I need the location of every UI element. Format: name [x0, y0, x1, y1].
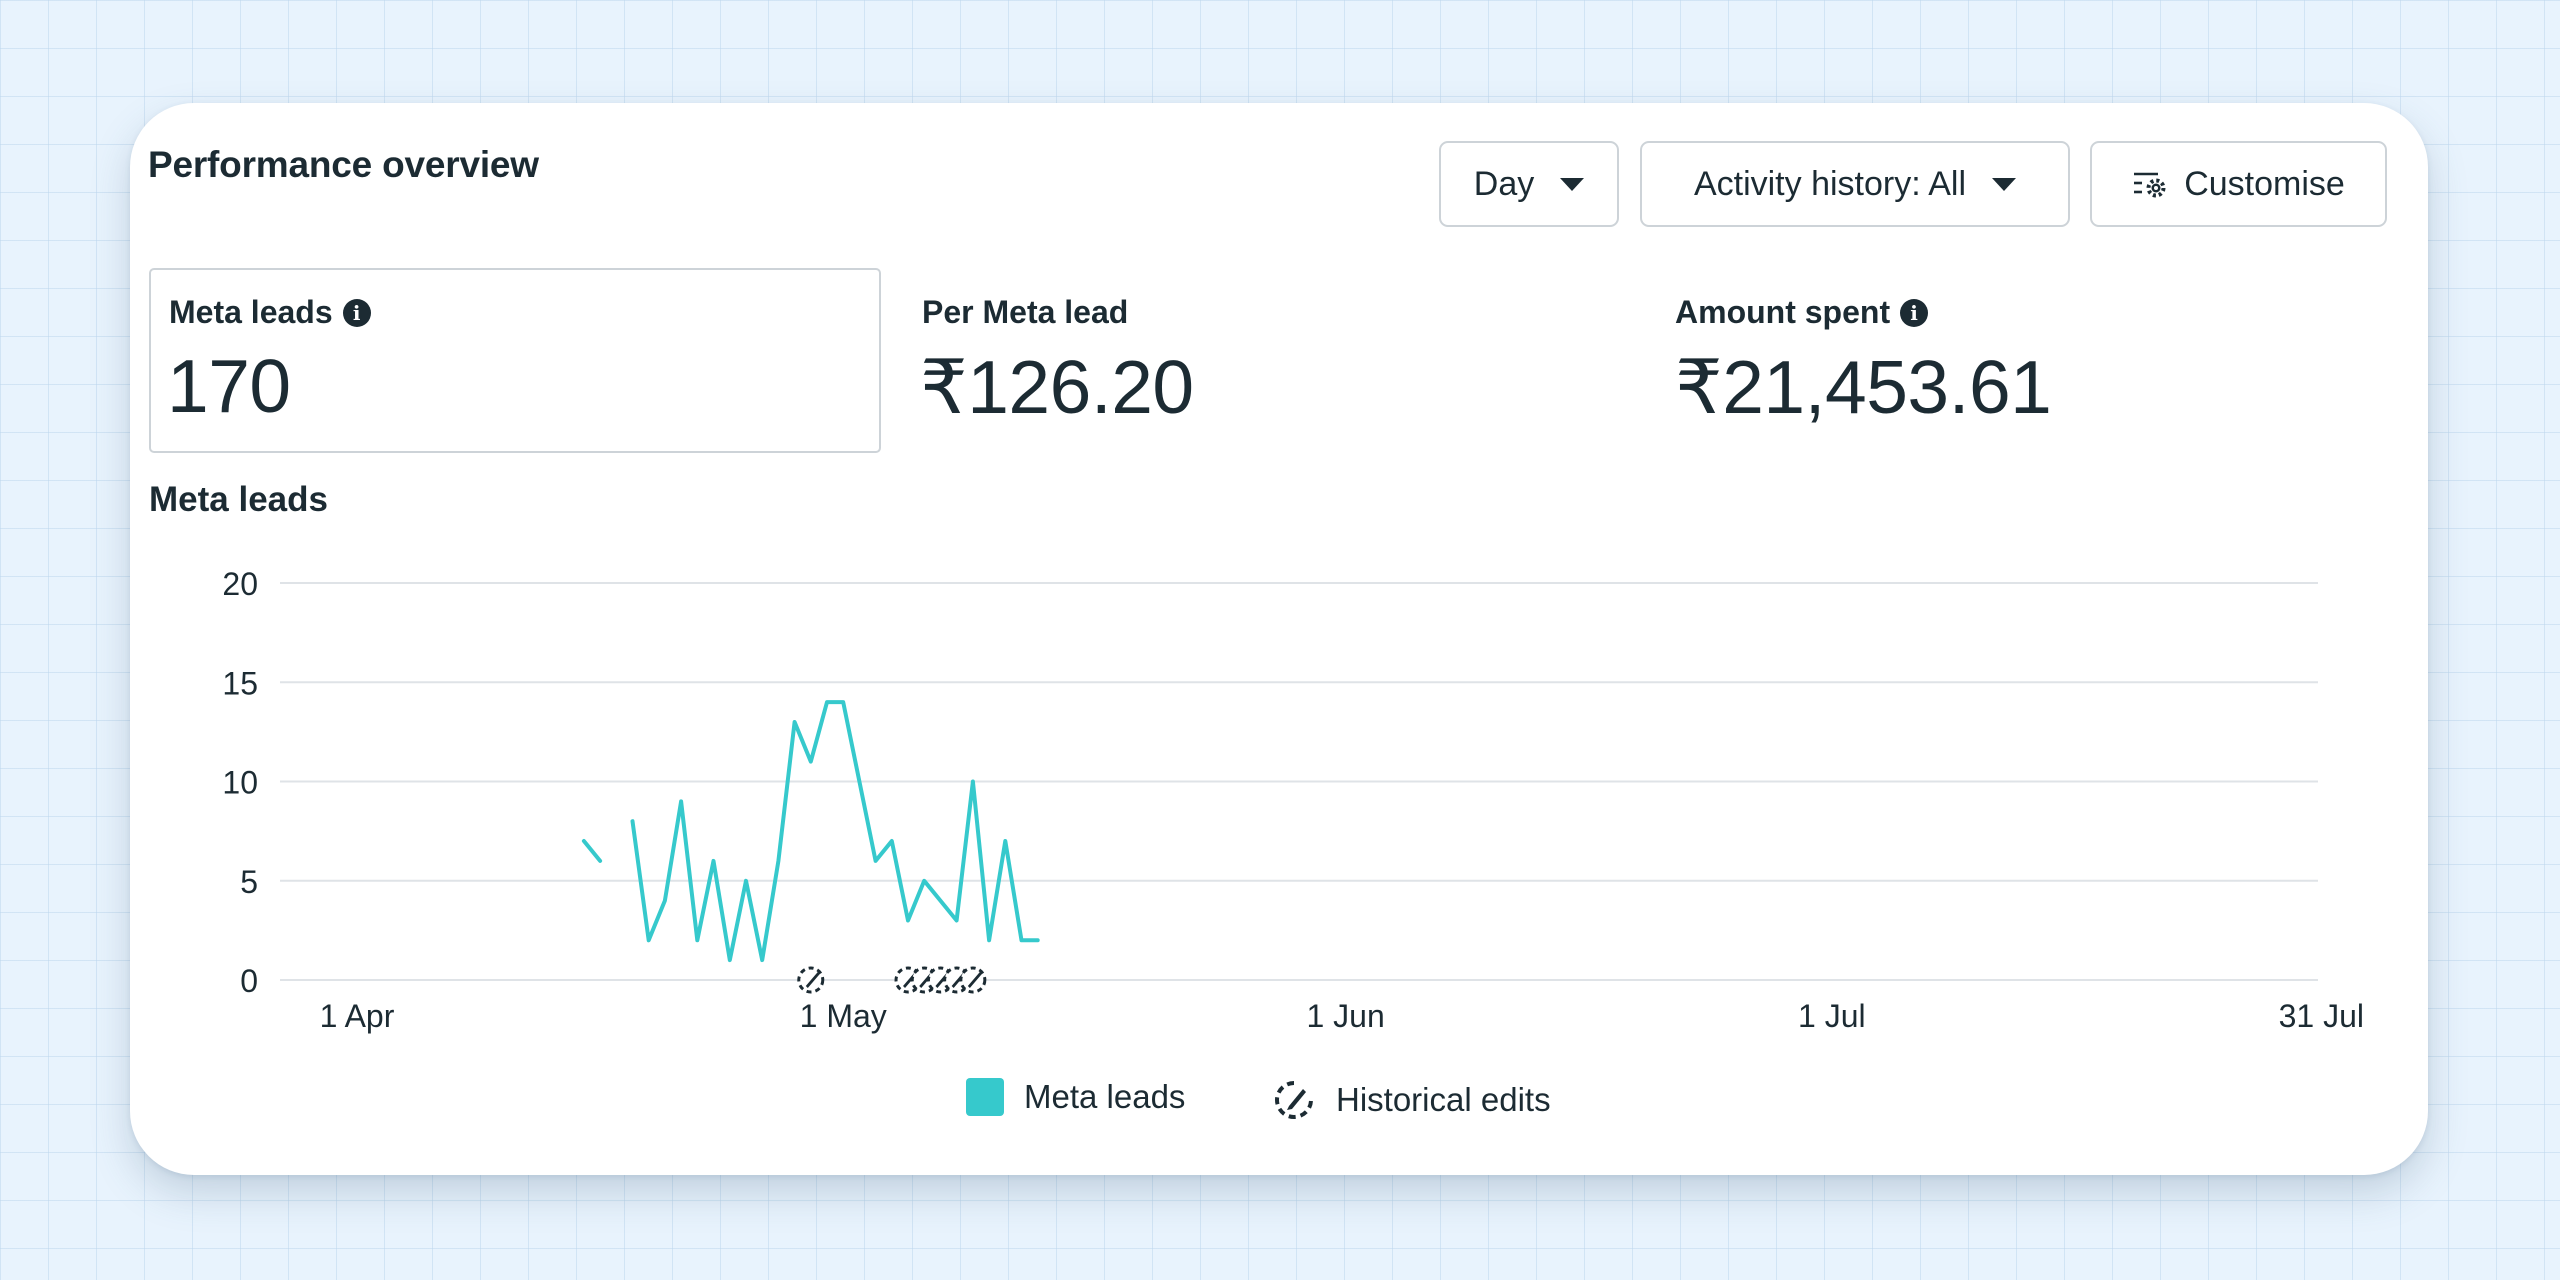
info-icon[interactable]: i [342, 298, 371, 327]
caret-down-icon [1992, 177, 2017, 191]
period-dropdown-label: Day [1473, 164, 1535, 203]
period-dropdown[interactable]: Day [1439, 141, 1619, 227]
series-swatch [966, 1078, 1004, 1116]
caret-down-icon [1560, 177, 1585, 191]
customise-button[interactable]: Customise [2090, 141, 2387, 227]
y-tick-label: 0 [240, 963, 258, 999]
metric-label-amount-spent[interactable]: Amount spent i [1675, 294, 1929, 331]
x-tick-label: 1 May [800, 998, 887, 1034]
info-icon[interactable]: i [1900, 298, 1929, 327]
metric-value-per-meta-lead: ₹126.20 [920, 345, 1194, 429]
performance-card [130, 103, 2428, 1175]
historical-edit-marker[interactable] [959, 966, 987, 994]
y-tick-label: 15 [222, 665, 258, 701]
series-line [630, 700, 1040, 963]
page-title: Performance overview [148, 144, 539, 185]
x-tick-label: 1 Jul [1798, 998, 1866, 1034]
series-line [581, 839, 603, 863]
historical-edit-icon [1275, 1081, 1313, 1119]
y-tick-label: 5 [240, 864, 258, 900]
customise-label: Customise [2184, 164, 2345, 203]
historical-edit-marker[interactable] [797, 966, 825, 994]
x-tick-label: 1 Apr [320, 998, 395, 1034]
legend-label-historical-edits: Historical edits [1336, 1081, 1551, 1118]
activity-history-label: Activity history: All [1693, 164, 1967, 203]
customise-gear-icon [2134, 172, 2166, 198]
activity-history-dropdown[interactable]: Activity history: All [1640, 141, 2070, 227]
y-tick-label: 10 [222, 765, 258, 801]
metric-card-selected[interactable] [149, 268, 881, 453]
metric-value-meta-leads: 170 [167, 344, 291, 428]
metric-label-per-meta-lead[interactable]: Per Meta lead [922, 294, 1129, 330]
metric-label-meta-leads: Meta leads i [169, 294, 371, 331]
legend-item-historical-edits[interactable]: Historical edits [1272, 1078, 1551, 1122]
x-tick-label: 1 Jun [1306, 998, 1384, 1034]
legend-item-meta-leads[interactable]: Meta leads [966, 1078, 1185, 1116]
x-tick-label: 31 Jul [2279, 998, 2364, 1034]
y-tick-label: 20 [222, 566, 258, 602]
metric-value-amount-spent: ₹21,453.61 [1675, 345, 2052, 429]
chart-title: Meta leads [149, 480, 328, 519]
legend-label-meta-leads: Meta leads [1024, 1078, 1186, 1115]
